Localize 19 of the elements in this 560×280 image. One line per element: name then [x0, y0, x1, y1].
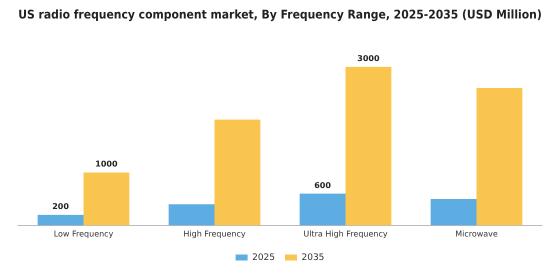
legend-label: 2025 — [252, 252, 275, 263]
bar — [214, 120, 260, 226]
bar — [476, 88, 522, 226]
chart-title: US radio frequency component market, By Frequency Range, 2025-2035 (USD Million) — [18, 6, 542, 22]
bar — [430, 198, 476, 226]
bar — [84, 172, 130, 226]
data-label: 200 — [52, 202, 70, 211]
legend-label: 2035 — [302, 252, 324, 263]
bar — [38, 214, 84, 226]
bar — [300, 194, 346, 226]
data-label: 600 — [314, 180, 332, 190]
x-tick-label: Microwave — [455, 229, 498, 238]
x-tick-label: Low Frequency — [54, 229, 114, 238]
bar — [168, 204, 214, 226]
x-tick-label: High Frequency — [183, 229, 246, 238]
bar — [346, 66, 392, 226]
data-label: 1000 — [95, 160, 118, 169]
x-tick-label: Ultra High Frequency — [303, 229, 388, 238]
data-label: 3000 — [357, 54, 380, 63]
